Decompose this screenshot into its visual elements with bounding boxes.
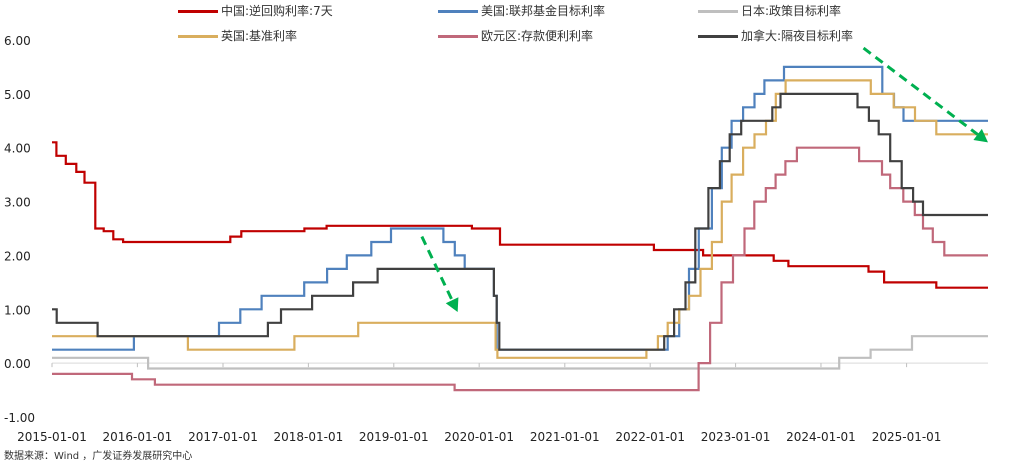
legend-label-jp: 日本:政策目标利率 — [741, 4, 842, 18]
trend-arrow-shaft-0 — [420, 235, 454, 301]
y-tick-label: 6.00 — [4, 34, 31, 48]
legend-label-cn: 中国:逆回购利率:7天 — [221, 4, 333, 18]
x-tick-label: 2023-01-01 — [701, 430, 771, 444]
y-tick-label: 0.00 — [4, 357, 31, 371]
legend-swatch-uk — [178, 35, 218, 38]
series-line-1 — [52, 65, 988, 351]
legend-swatch-eu — [438, 35, 478, 38]
x-tick-label: 2025-01-01 — [872, 430, 942, 444]
trend-arrow-head-1 — [973, 128, 988, 143]
legend-item-uk: 英国:基准利率 — [178, 27, 297, 44]
series-line-3 — [52, 79, 988, 359]
series-line-0 — [52, 141, 988, 289]
x-tick-label: 2019-01-01 — [359, 430, 429, 444]
y-tick-label: 2.00 — [4, 249, 31, 263]
y-tick-label: 3.00 — [4, 196, 31, 210]
trend-arrow-head-0 — [445, 297, 459, 312]
legend-item-eu: 欧元区:存款便利利率 — [438, 27, 593, 44]
series-line-4 — [52, 146, 988, 392]
legend-item-us: 美国:联邦基金目标利率 — [438, 2, 605, 19]
legend-swatch-cn — [178, 10, 218, 13]
legend-label-us: 美国:联邦基金目标利率 — [481, 4, 606, 18]
series-line-2 — [52, 335, 988, 370]
y-tick-label: 4.00 — [4, 142, 31, 156]
x-tick-label: 2017-01-01 — [188, 430, 258, 444]
trend-arrow-shaft-1 — [862, 46, 979, 136]
legend-label-uk: 英国:基准利率 — [221, 29, 298, 43]
series-line-5 — [52, 92, 988, 351]
x-tick-label: 2015-01-01 — [17, 430, 87, 444]
legend-item-jp: 日本:政策目标利率 — [698, 2, 841, 19]
x-tick-label: 2020-01-01 — [444, 430, 514, 444]
source-note: 数据来源：Wind ，广发证券发展研究中心 — [4, 451, 193, 462]
legend-swatch-jp — [698, 10, 738, 13]
x-tick-label: 2016-01-01 — [103, 430, 173, 444]
y-tick-label: 1.00 — [4, 303, 31, 317]
x-tick-label: 2022-01-01 — [615, 430, 685, 444]
legend-label-ca: 加拿大:隔夜目标利率 — [741, 29, 854, 43]
x-tick-label: 2018-01-01 — [274, 430, 344, 444]
x-tick-label: 2021-01-01 — [530, 430, 600, 444]
legend-swatch-us — [438, 10, 478, 13]
legend-item-cn: 中国:逆回购利率:7天 — [178, 2, 333, 19]
y-tick-label: -1.00 — [4, 411, 35, 425]
legend-swatch-ca — [698, 35, 738, 38]
legend-label-eu: 欧元区:存款便利利率 — [481, 29, 594, 43]
x-tick-label: 2024-01-01 — [786, 430, 856, 444]
y-tick-label: 5.00 — [4, 88, 31, 102]
legend-item-ca: 加拿大:隔夜目标利率 — [698, 27, 853, 44]
